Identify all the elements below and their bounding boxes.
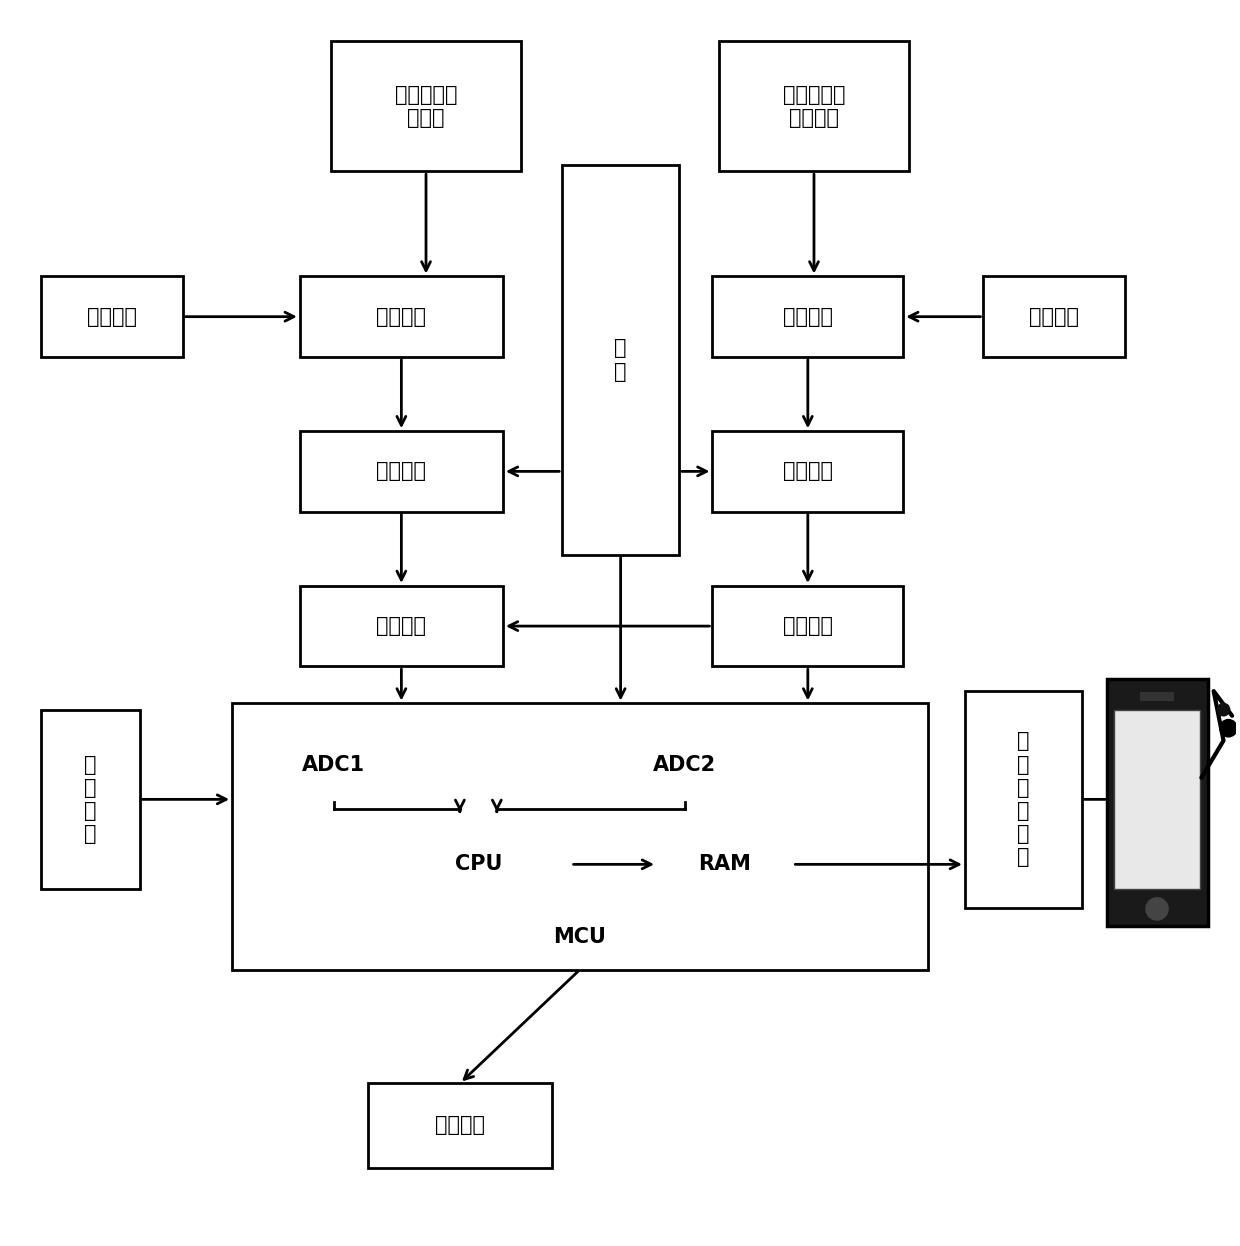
Bar [712,586,903,667]
Text: 电
源: 电 源 [614,339,627,381]
Text: 接触探头输
入信号: 接触探头输 入信号 [394,85,458,128]
Bar [1106,679,1208,926]
Bar [300,586,503,667]
Bar [257,728,410,802]
Text: ADC1: ADC1 [303,755,366,775]
Text: 蓝
牙
无
线
传
输: 蓝 牙 无 线 传 输 [1017,731,1029,867]
Bar [1114,710,1200,890]
Bar [718,41,909,171]
Bar [965,692,1081,907]
Text: 滤波电路: 滤波电路 [377,616,427,637]
Bar [983,277,1125,356]
Text: CPU: CPU [455,855,502,875]
Text: 限流保护: 限流保护 [377,307,427,326]
Text: MCU: MCU [553,927,606,947]
Bar [367,1084,552,1168]
Bar [300,431,503,512]
Bar [1140,693,1174,701]
Bar [300,277,503,356]
Bar [232,704,928,969]
Bar [712,431,903,512]
Bar [657,802,792,926]
Bar [386,815,570,913]
Text: 自检开关: 自检开关 [87,307,136,326]
Bar [41,710,140,890]
Circle shape [1146,898,1168,920]
Circle shape [1220,719,1238,736]
Bar [712,277,903,356]
Bar [608,728,761,802]
Bar [331,41,522,171]
Text: 降压电路: 降压电路 [782,307,833,326]
Text: 电场传感器
输入信号: 电场传感器 输入信号 [782,85,846,128]
Bar [41,277,182,356]
Text: 控
制
按
键: 控 制 按 键 [84,755,97,845]
Bar [562,164,680,554]
Circle shape [1218,704,1230,715]
Text: 滤波电路: 滤波电路 [782,461,833,481]
Text: 自检开关: 自检开关 [1029,307,1079,326]
Text: RAM: RAM [698,855,751,875]
Text: 整流电路: 整流电路 [782,616,833,637]
Text: 电流缩放: 电流缩放 [377,461,427,481]
Text: 声光报警: 声光报警 [435,1115,485,1135]
Text: ADC2: ADC2 [653,755,717,775]
